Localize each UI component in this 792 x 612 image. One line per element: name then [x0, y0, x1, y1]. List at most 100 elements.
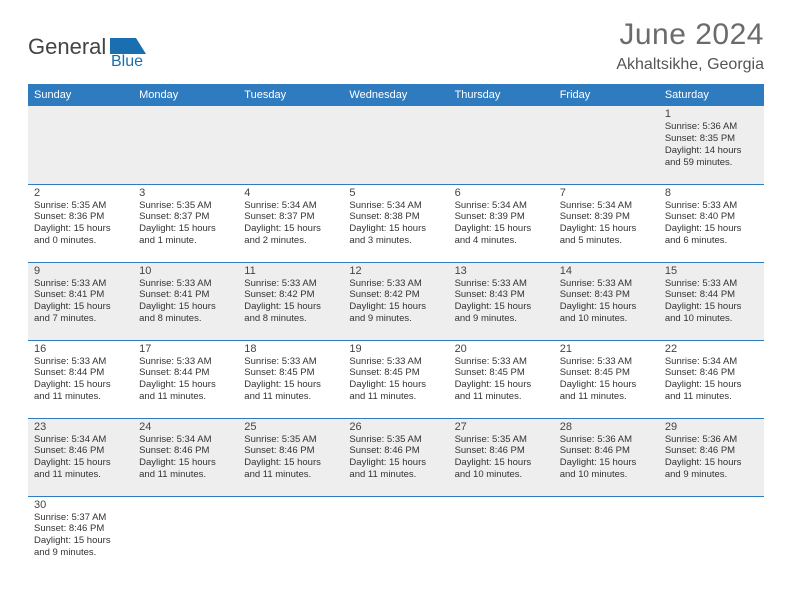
daylight-text: Daylight: 15 hours — [349, 301, 442, 313]
calendar-empty-cell — [133, 106, 238, 184]
weekday-row: SundayMondayTuesdayWednesdayThursdayFrid… — [28, 84, 764, 106]
daylight-text: and 10 minutes. — [665, 313, 758, 325]
sunrise-text: Sunrise: 5:33 AM — [560, 356, 653, 368]
sunrise-text: Sunrise: 5:33 AM — [244, 356, 337, 368]
sunrise-text: Sunrise: 5:33 AM — [560, 278, 653, 290]
sunrise-text: Sunrise: 5:34 AM — [349, 200, 442, 212]
sunrise-text: Sunrise: 5:37 AM — [34, 512, 127, 524]
daylight-text: Daylight: 15 hours — [560, 457, 653, 469]
logo-text-blue: Blue — [111, 53, 143, 68]
calendar-empty-cell — [343, 496, 448, 574]
sunset-text: Sunset: 8:44 PM — [139, 367, 232, 379]
daylight-text: and 10 minutes. — [560, 469, 653, 481]
sunset-text: Sunset: 8:37 PM — [244, 211, 337, 223]
day-number: 28 — [560, 421, 653, 433]
calendar-empty-cell — [133, 496, 238, 574]
sunrise-text: Sunrise: 5:33 AM — [665, 200, 758, 212]
calendar-day-cell: 8Sunrise: 5:33 AMSunset: 8:40 PMDaylight… — [659, 184, 764, 262]
daylight-text: and 7 minutes. — [34, 313, 127, 325]
weekday-header: Saturday — [659, 84, 764, 106]
daylight-text: Daylight: 15 hours — [244, 223, 337, 235]
sunrise-text: Sunrise: 5:35 AM — [349, 434, 442, 446]
day-number: 7 — [560, 187, 653, 199]
day-number: 24 — [139, 421, 232, 433]
daylight-text: Daylight: 15 hours — [34, 223, 127, 235]
day-number: 15 — [665, 265, 758, 277]
calendar-day-cell: 27Sunrise: 5:35 AMSunset: 8:46 PMDayligh… — [449, 418, 554, 496]
calendar-day-cell: 20Sunrise: 5:33 AMSunset: 8:45 PMDayligh… — [449, 340, 554, 418]
calendar-week-row: 16Sunrise: 5:33 AMSunset: 8:44 PMDayligh… — [28, 340, 764, 418]
sunset-text: Sunset: 8:46 PM — [34, 445, 127, 457]
sunset-text: Sunset: 8:45 PM — [560, 367, 653, 379]
daylight-text: and 1 minute. — [139, 235, 232, 247]
day-number: 5 — [349, 187, 442, 199]
daylight-text: Daylight: 15 hours — [244, 457, 337, 469]
weekday-header: Wednesday — [343, 84, 448, 106]
sunset-text: Sunset: 8:42 PM — [349, 289, 442, 301]
day-number: 23 — [34, 421, 127, 433]
daylight-text: Daylight: 15 hours — [560, 379, 653, 391]
weekday-header: Monday — [133, 84, 238, 106]
calendar-day-cell: 3Sunrise: 5:35 AMSunset: 8:37 PMDaylight… — [133, 184, 238, 262]
daylight-text: and 11 minutes. — [244, 469, 337, 481]
daylight-text: Daylight: 15 hours — [139, 379, 232, 391]
calendar-empty-cell — [28, 106, 133, 184]
calendar-day-cell: 21Sunrise: 5:33 AMSunset: 8:45 PMDayligh… — [554, 340, 659, 418]
daylight-text: and 5 minutes. — [560, 235, 653, 247]
calendar-empty-cell — [554, 496, 659, 574]
calendar-day-cell: 25Sunrise: 5:35 AMSunset: 8:46 PMDayligh… — [238, 418, 343, 496]
sunset-text: Sunset: 8:41 PM — [139, 289, 232, 301]
calendar-day-cell: 9Sunrise: 5:33 AMSunset: 8:41 PMDaylight… — [28, 262, 133, 340]
day-number: 18 — [244, 343, 337, 355]
calendar-empty-cell — [449, 106, 554, 184]
title-block: June 2024 Akhaltsikhe, Georgia — [616, 18, 764, 74]
sunrise-text: Sunrise: 5:34 AM — [455, 200, 548, 212]
calendar-empty-cell — [449, 496, 554, 574]
calendar-day-cell: 14Sunrise: 5:33 AMSunset: 8:43 PMDayligh… — [554, 262, 659, 340]
sunrise-text: Sunrise: 5:33 AM — [244, 278, 337, 290]
sunset-text: Sunset: 8:46 PM — [665, 445, 758, 457]
weekday-header: Thursday — [449, 84, 554, 106]
sunrise-text: Sunrise: 5:34 AM — [665, 356, 758, 368]
sunset-text: Sunset: 8:46 PM — [34, 523, 127, 535]
day-number: 11 — [244, 265, 337, 277]
daylight-text: Daylight: 15 hours — [139, 223, 232, 235]
calendar-empty-cell — [343, 106, 448, 184]
day-number: 8 — [665, 187, 758, 199]
sunset-text: Sunset: 8:44 PM — [34, 367, 127, 379]
sunset-text: Sunset: 8:43 PM — [560, 289, 653, 301]
calendar-day-cell: 29Sunrise: 5:36 AMSunset: 8:46 PMDayligh… — [659, 418, 764, 496]
calendar-day-cell: 24Sunrise: 5:34 AMSunset: 8:46 PMDayligh… — [133, 418, 238, 496]
calendar-day-cell: 23Sunrise: 5:34 AMSunset: 8:46 PMDayligh… — [28, 418, 133, 496]
header: General Blue June 2024 Akhaltsikhe, Geor… — [28, 18, 764, 74]
sunset-text: Sunset: 8:36 PM — [34, 211, 127, 223]
sunset-text: Sunset: 8:39 PM — [560, 211, 653, 223]
daylight-text: Daylight: 15 hours — [34, 535, 127, 547]
daylight-text: and 9 minutes. — [455, 313, 548, 325]
sunrise-text: Sunrise: 5:33 AM — [349, 278, 442, 290]
sunrise-text: Sunrise: 5:34 AM — [244, 200, 337, 212]
sunset-text: Sunset: 8:38 PM — [349, 211, 442, 223]
daylight-text: Daylight: 15 hours — [665, 301, 758, 313]
daylight-text: Daylight: 15 hours — [139, 457, 232, 469]
sunset-text: Sunset: 8:37 PM — [139, 211, 232, 223]
calendar-day-cell: 22Sunrise: 5:34 AMSunset: 8:46 PMDayligh… — [659, 340, 764, 418]
daylight-text: and 3 minutes. — [349, 235, 442, 247]
location-text: Akhaltsikhe, Georgia — [616, 56, 764, 74]
daylight-text: and 9 minutes. — [665, 469, 758, 481]
page-root: General Blue June 2024 Akhaltsikhe, Geor… — [0, 0, 792, 586]
sunrise-text: Sunrise: 5:35 AM — [139, 200, 232, 212]
daylight-text: and 4 minutes. — [455, 235, 548, 247]
day-number: 12 — [349, 265, 442, 277]
sunrise-text: Sunrise: 5:36 AM — [665, 121, 758, 133]
calendar-day-cell: 26Sunrise: 5:35 AMSunset: 8:46 PMDayligh… — [343, 418, 448, 496]
daylight-text: Daylight: 15 hours — [34, 457, 127, 469]
day-number: 9 — [34, 265, 127, 277]
daylight-text: Daylight: 15 hours — [244, 379, 337, 391]
day-number: 26 — [349, 421, 442, 433]
daylight-text: and 6 minutes. — [665, 235, 758, 247]
calendar-day-cell: 2Sunrise: 5:35 AMSunset: 8:36 PMDaylight… — [28, 184, 133, 262]
daylight-text: Daylight: 15 hours — [665, 223, 758, 235]
day-number: 4 — [244, 187, 337, 199]
calendar-day-cell: 19Sunrise: 5:33 AMSunset: 8:45 PMDayligh… — [343, 340, 448, 418]
